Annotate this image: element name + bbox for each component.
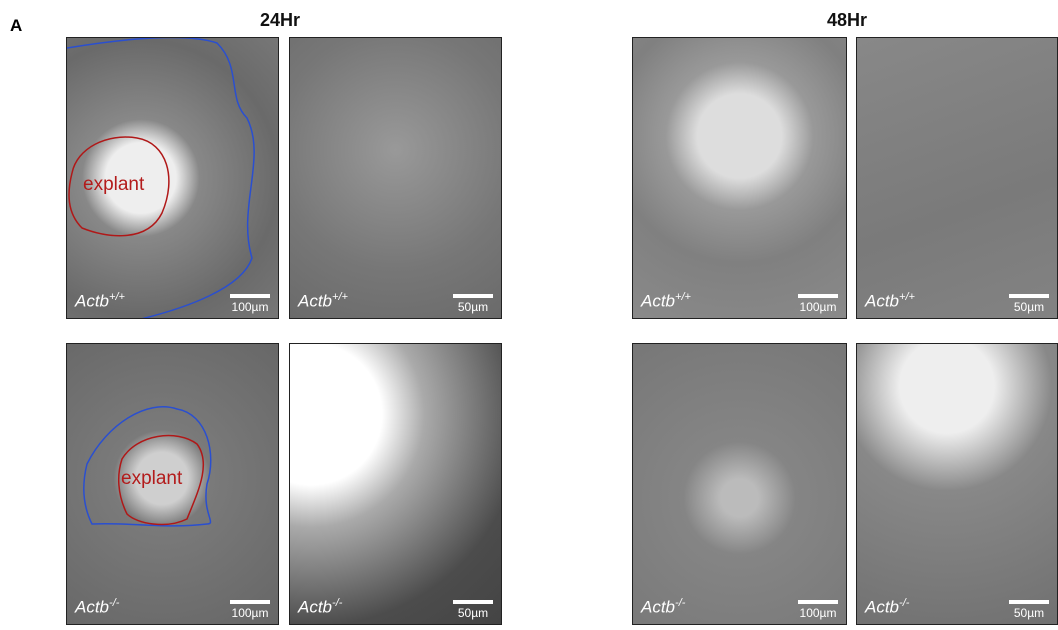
scale-bar-label: 50µm <box>453 606 493 620</box>
figure: A 24Hr 48Hr explantActb+/+100µmActb+/+50… <box>0 0 1058 630</box>
genotype-label: Actb-/- <box>298 597 342 618</box>
gene-name: Actb <box>298 292 332 311</box>
scale-bar: 100µm <box>798 600 838 620</box>
annotation: explant <box>121 468 182 490</box>
scale-bar-line <box>798 600 838 604</box>
genotype-superscript: +/+ <box>332 291 348 303</box>
image-panel: explant Actb-/- 100µm <box>66 343 279 625</box>
genotype-label: Actb-/- <box>75 597 119 618</box>
gene-name: Actb <box>865 598 899 617</box>
genotype-label: Actb+/+ <box>298 291 348 312</box>
gene-name: Actb <box>641 598 675 617</box>
annotation: explant <box>83 174 144 196</box>
scale-bar-line <box>1009 600 1049 604</box>
genotype-superscript: -/- <box>332 597 342 609</box>
genotype-label: Actb+/+ <box>865 291 915 312</box>
gene-name: Actb <box>298 598 332 617</box>
genotype-superscript: +/+ <box>899 291 915 303</box>
scale-bar-line <box>453 294 493 298</box>
scale-bar: 50µm <box>1009 600 1049 620</box>
scale-bar: 50µm <box>1009 294 1049 314</box>
image-panel: Actb-/- 50µm <box>289 343 502 625</box>
image-panel: Actb+/+ 100µm <box>632 37 847 319</box>
panel-letter: A <box>10 16 22 36</box>
scale-bar: 100µm <box>230 600 270 620</box>
scale-bar: 50µm <box>453 294 493 314</box>
scale-bar-label: 100µm <box>798 300 838 314</box>
genotype-label: Actb-/- <box>641 597 685 618</box>
genotype-superscript: -/- <box>899 597 909 609</box>
genotype-label: Actb+/+ <box>641 291 691 312</box>
scale-bar: 50µm <box>453 600 493 620</box>
scale-bar-label: 50µm <box>453 300 493 314</box>
gene-name: Actb <box>641 292 675 311</box>
genotype-superscript: +/+ <box>109 291 125 303</box>
image-panel: explant Actb+/+ 100µm <box>66 37 279 319</box>
scale-bar-label: 100µm <box>230 606 270 620</box>
genotype-label: Actb-/- <box>865 597 909 618</box>
gene-name: Actb <box>75 292 109 311</box>
scale-bar-line <box>230 294 270 298</box>
scale-bar-label: 100µm <box>798 606 838 620</box>
scale-bar-line <box>453 600 493 604</box>
genotype-superscript: -/- <box>109 597 119 609</box>
scale-bar-line <box>798 294 838 298</box>
column-title: 48Hr <box>827 10 867 31</box>
scale-bar-line <box>1009 294 1049 298</box>
genotype-superscript: -/- <box>675 597 685 609</box>
scale-bar-label: 50µm <box>1009 300 1049 314</box>
scale-bar-label: 100µm <box>230 300 270 314</box>
genotype-label: Actb+/+ <box>75 291 125 312</box>
gene-name: Actb <box>865 292 899 311</box>
gene-name: Actb <box>75 598 109 617</box>
scale-bar-label: 50µm <box>1009 606 1049 620</box>
image-panel: Actb+/+ 50µm <box>289 37 502 319</box>
scale-bar: 100µm <box>798 294 838 314</box>
scale-bar: 100µm <box>230 294 270 314</box>
column-title: 24Hr <box>260 10 300 31</box>
image-panel: Actb-/- 100µm <box>632 343 847 625</box>
image-panel: Actb+/+ 50µm <box>856 37 1058 319</box>
genotype-superscript: +/+ <box>675 291 691 303</box>
scale-bar-line <box>230 600 270 604</box>
image-panel: Actb-/- 50µm <box>856 343 1058 625</box>
